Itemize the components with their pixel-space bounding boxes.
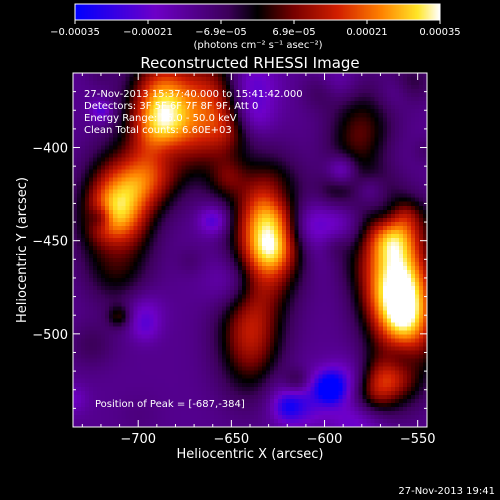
annotation-peak-position: Position of Peak = [-687,-384]	[95, 399, 245, 410]
colorbar-tick-label: 0.00035	[419, 27, 460, 38]
annotation-energy: Energy Range: 25.0 - 50.0 keV	[84, 113, 237, 124]
annotation-time-range: 27-Nov-2013 15:37:40.000 to 15:41:42.000	[84, 89, 303, 100]
y-tick-label: −500	[32, 328, 68, 343]
heatmap-image	[73, 73, 427, 427]
annotation-detectors: Detectors: 3F 5F 6F 7F 8F 9F, Att 0	[84, 101, 258, 112]
footer-timestamp: 27-Nov-2013 19:41	[398, 486, 495, 497]
colorbar-ticks	[74, 20, 441, 24]
y-tick-label: −450	[32, 235, 68, 250]
x-tick-label: −550	[400, 432, 436, 447]
colorbar	[75, 4, 440, 20]
colorbar-tick-label: −0.00021	[123, 27, 173, 38]
x-tick-label: −650	[214, 432, 250, 447]
x-axis-label: Heliocentric X (arcsec)	[177, 447, 324, 462]
colorbar-tick-label: 6.9e−05	[272, 27, 315, 38]
x-axis-tick-labels: −700 −650 −600 −550	[120, 432, 435, 447]
annotation-clean: Clean Total counts: 6.60E+03	[84, 125, 232, 136]
y-axis-label: Heliocentric Y (arcsec)	[15, 177, 30, 323]
colorbar-tick-labels: −0.00035 −0.00021 −6.9e−05 6.9e−05 0.00021 0.…	[50, 27, 461, 38]
colorbar-tick-label: −0.00035	[50, 27, 100, 38]
y-axis-ticks	[73, 72, 427, 428]
colorbar-tick-label: −6.9e−05	[195, 27, 247, 38]
colorbar-tick-label: 0.00021	[346, 27, 387, 38]
y-tick-label: −400	[32, 142, 68, 157]
chart-title: Reconstructed RHESSI Image	[140, 54, 359, 72]
x-tick-label: −600	[307, 432, 343, 447]
colorbar-border	[74, 3, 441, 21]
x-axis-ticks	[81, 73, 419, 427]
x-tick-label: −700	[120, 432, 156, 447]
colorbar-unit-label: (photons cm⁻² s⁻¹ asec⁻²)	[193, 40, 322, 51]
y-axis-tick-labels: −400 −450 −500	[32, 142, 68, 343]
